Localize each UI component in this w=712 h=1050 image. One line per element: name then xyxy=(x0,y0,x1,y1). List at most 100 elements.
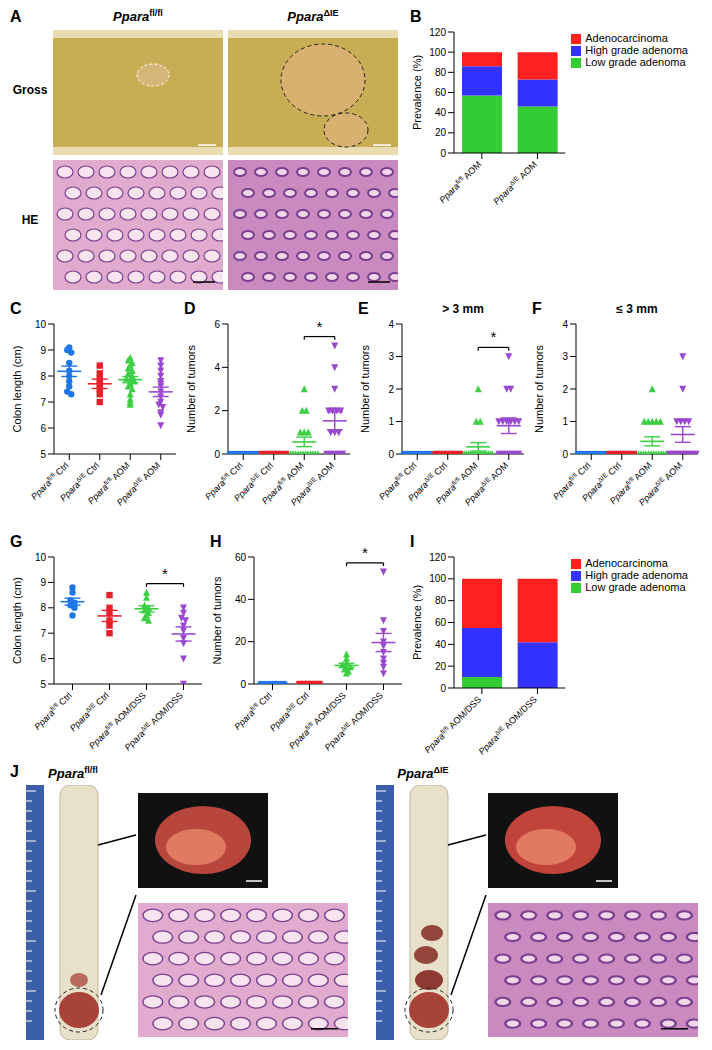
svg-text:Colon length (cm): Colon length (cm) xyxy=(11,577,23,664)
svg-text:20: 20 xyxy=(235,636,247,647)
svg-text:*: * xyxy=(162,565,168,582)
svg-text:Number of tumors: Number of tumors xyxy=(359,344,371,433)
html-text:Ctrl: Ctrl xyxy=(51,460,71,480)
svg-text:40: 40 xyxy=(435,107,447,118)
svg-text:80: 80 xyxy=(435,595,447,606)
html-text:Ppara: Ppara xyxy=(203,477,228,502)
html-text:PparaΔIE: PparaΔIE xyxy=(397,765,449,782)
html-text:Ppara: Ppara xyxy=(232,479,257,504)
html-text:Ppara: Ppara xyxy=(580,479,605,504)
svg-text:20: 20 xyxy=(435,661,447,672)
html-text:Ppara: Ppara xyxy=(433,482,458,507)
svg-text:3: 3 xyxy=(388,351,394,362)
svg-text:0: 0 xyxy=(562,449,568,460)
svg-text:20: 20 xyxy=(435,127,447,138)
svg-text:*: * xyxy=(317,318,323,335)
svg-text:1: 1 xyxy=(388,416,394,427)
html-text:Ppara: Ppara xyxy=(32,707,57,732)
svg-text:120: 120 xyxy=(429,27,446,38)
html-text:Ppara: Ppara xyxy=(267,709,292,734)
svg-text:PparaΔIE AOM: PparaΔIE AOM xyxy=(636,460,684,508)
svg-text:*: * xyxy=(362,544,368,561)
html-text:PparaΔIE: PparaΔIE xyxy=(287,8,339,25)
svg-text:0: 0 xyxy=(240,679,246,690)
svg-text:0: 0 xyxy=(388,449,394,460)
html-text:Ppara: Ppara xyxy=(58,479,83,504)
svg-text:2: 2 xyxy=(214,405,220,416)
html-text:Ppara: Ppara xyxy=(67,709,92,734)
svg-text:2: 2 xyxy=(562,384,568,395)
svg-text:60: 60 xyxy=(435,617,447,628)
svg-text:PparaΔIE AOM/DSS: PparaΔIE AOM/DSS xyxy=(322,690,385,753)
svg-text:Pparafl/fl AOM: Pparafl/fl AOM xyxy=(437,159,484,206)
svg-text:40: 40 xyxy=(435,639,447,650)
svg-text:4: 4 xyxy=(214,362,220,373)
svg-text:8: 8 xyxy=(40,371,46,382)
html-text:Ppara: Ppara xyxy=(87,727,112,752)
html-text:Ppara: Ppara xyxy=(259,482,284,507)
svg-text:7: 7 xyxy=(40,397,46,408)
svg-text:6: 6 xyxy=(40,423,46,434)
svg-text:Prevalence (%): Prevalence (%) xyxy=(411,55,423,130)
html-text:Ctrl: Ctrl xyxy=(604,460,624,480)
svg-text:6: 6 xyxy=(40,653,46,664)
svg-text:9: 9 xyxy=(40,345,46,356)
svg-text:PparaΔIE AOM: PparaΔIE AOM xyxy=(288,460,336,508)
svg-text:Colon length (cm): Colon length (cm) xyxy=(11,346,23,433)
html-text:Pparafl/fl: Pparafl/fl xyxy=(48,765,98,782)
svg-text:4: 4 xyxy=(388,319,394,330)
svg-text:7: 7 xyxy=(40,628,46,639)
html-text:Ctrl: Ctrl xyxy=(82,460,102,480)
html-text:Ppara: Ppara xyxy=(551,477,576,502)
html-text:Ctrl: Ctrl xyxy=(573,460,593,480)
html-text:Ctrl: Ctrl xyxy=(292,690,311,710)
html-text:Ppara: Ppara xyxy=(85,482,110,507)
html-text:Ppara: Ppara xyxy=(232,707,257,732)
svg-text:PparaΔIE AOM: PparaΔIE AOM xyxy=(491,159,539,207)
html-text:Ctrl: Ctrl xyxy=(255,690,274,710)
svg-text:60: 60 xyxy=(435,87,447,98)
html-text:Ctrl: Ctrl xyxy=(399,460,419,480)
svg-text:3: 3 xyxy=(562,351,568,362)
html-text:Ppara: Ppara xyxy=(377,477,402,502)
svg-text:100: 100 xyxy=(429,573,446,584)
svg-text:PparaΔIE AOM/DSS: PparaΔIE AOM/DSS xyxy=(476,694,539,757)
svg-text:2: 2 xyxy=(388,384,394,395)
svg-text:PparaΔIE AOM: PparaΔIE AOM xyxy=(462,460,510,508)
svg-text:60: 60 xyxy=(235,552,247,563)
svg-text:Number of tumors: Number of tumors xyxy=(185,344,197,433)
svg-text:0: 0 xyxy=(440,148,446,159)
html-text:Ppara: Ppara xyxy=(287,727,312,752)
svg-text:Prevalence (%): Prevalence (%) xyxy=(411,585,423,660)
svg-text:0: 0 xyxy=(214,449,220,460)
html-text:Ctrl: Ctrl xyxy=(92,690,111,710)
svg-text:4: 4 xyxy=(562,319,568,330)
svg-text:6: 6 xyxy=(214,319,220,330)
svg-text:80: 80 xyxy=(435,67,447,78)
svg-text:PparaΔIE AOM: PparaΔIE AOM xyxy=(114,460,162,508)
svg-text:Pparafl/fl AOM/DSS: Pparafl/fl AOM/DSS xyxy=(422,694,483,755)
html-text:Ctrl: Ctrl xyxy=(225,460,245,480)
svg-text:5: 5 xyxy=(40,449,46,460)
html-text:Ctrl: Ctrl xyxy=(55,690,74,710)
svg-text:*: * xyxy=(491,328,497,345)
svg-text:100: 100 xyxy=(429,47,446,58)
html-text:Ctrl: Ctrl xyxy=(430,460,450,480)
svg-text:8: 8 xyxy=(40,602,46,613)
svg-text:Number of tumors: Number of tumors xyxy=(211,576,223,665)
svg-text:0: 0 xyxy=(440,683,446,694)
svg-text:1: 1 xyxy=(562,416,568,427)
html-text:Pparafl/fl: Pparafl/fl xyxy=(113,8,163,25)
svg-text:PparaΔIE AOM/DSS: PparaΔIE AOM/DSS xyxy=(122,690,185,753)
svg-text:10: 10 xyxy=(35,552,47,563)
svg-text:5: 5 xyxy=(40,679,46,690)
html-text:Ppara: Ppara xyxy=(406,479,431,504)
html-text:Ppara: Ppara xyxy=(607,482,632,507)
svg-text:120: 120 xyxy=(429,552,446,563)
svg-text:9: 9 xyxy=(40,577,46,588)
svg-text:40: 40 xyxy=(235,594,247,605)
svg-text:10: 10 xyxy=(35,319,47,330)
html-text:Ppara: Ppara xyxy=(29,477,54,502)
svg-text:Number of tumors: Number of tumors xyxy=(533,344,545,433)
html-text:Ctrl: Ctrl xyxy=(256,460,276,480)
